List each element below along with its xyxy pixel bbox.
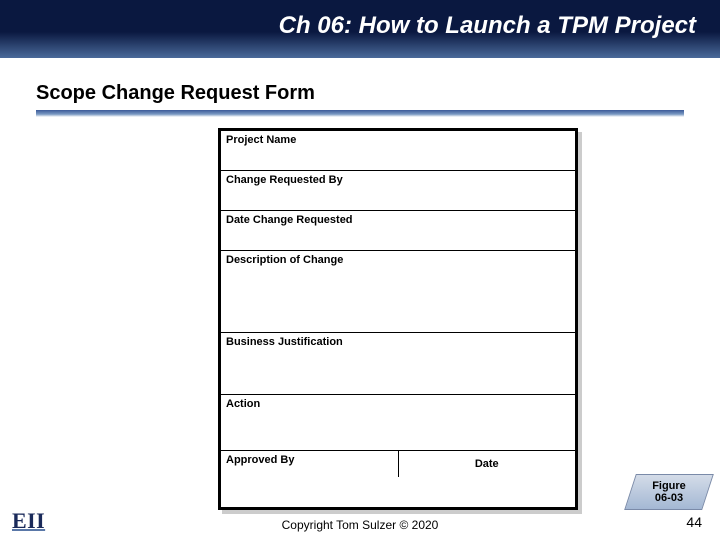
form-row: Action <box>221 395 575 451</box>
form-row: Description of Change <box>221 251 575 333</box>
form-row: Change Requested By <box>221 171 575 211</box>
figure-line1: Figure <box>652 480 686 492</box>
copyright: Copyright Tom Sulzer © 2020 <box>0 518 720 532</box>
date-label: Date <box>399 451 576 477</box>
figure-line2: 06-03 <box>655 492 683 504</box>
form-row-label: Project Name <box>226 134 296 146</box>
form-row-label: Date Change Requested <box>226 214 353 226</box>
form-row-label: Change Requested By <box>226 174 343 186</box>
subheader-underline <box>36 110 684 117</box>
form-row-label: Description of Change <box>226 254 343 266</box>
form-row-approved: Approved ByDate <box>221 451 575 477</box>
subheader: Scope Change Request Form <box>36 82 315 105</box>
form-row: Project Name <box>221 131 575 171</box>
form-row-label: Business Justification <box>226 336 343 348</box>
slide-number: 44 <box>686 514 702 530</box>
form-row: Business Justification <box>221 333 575 395</box>
scope-change-form: Project Name Change Requested By Date Chan… <box>218 128 578 510</box>
page-title: Ch 06: How to Launch a TPM Project <box>279 12 696 40</box>
figure-badge: Figure 06-03 <box>630 474 708 510</box>
form-row: Date Change Requested <box>221 211 575 251</box>
logo: EII <box>12 508 45 534</box>
approved-by-label: Approved By <box>221 451 399 477</box>
form-row-label: Action <box>226 398 260 410</box>
